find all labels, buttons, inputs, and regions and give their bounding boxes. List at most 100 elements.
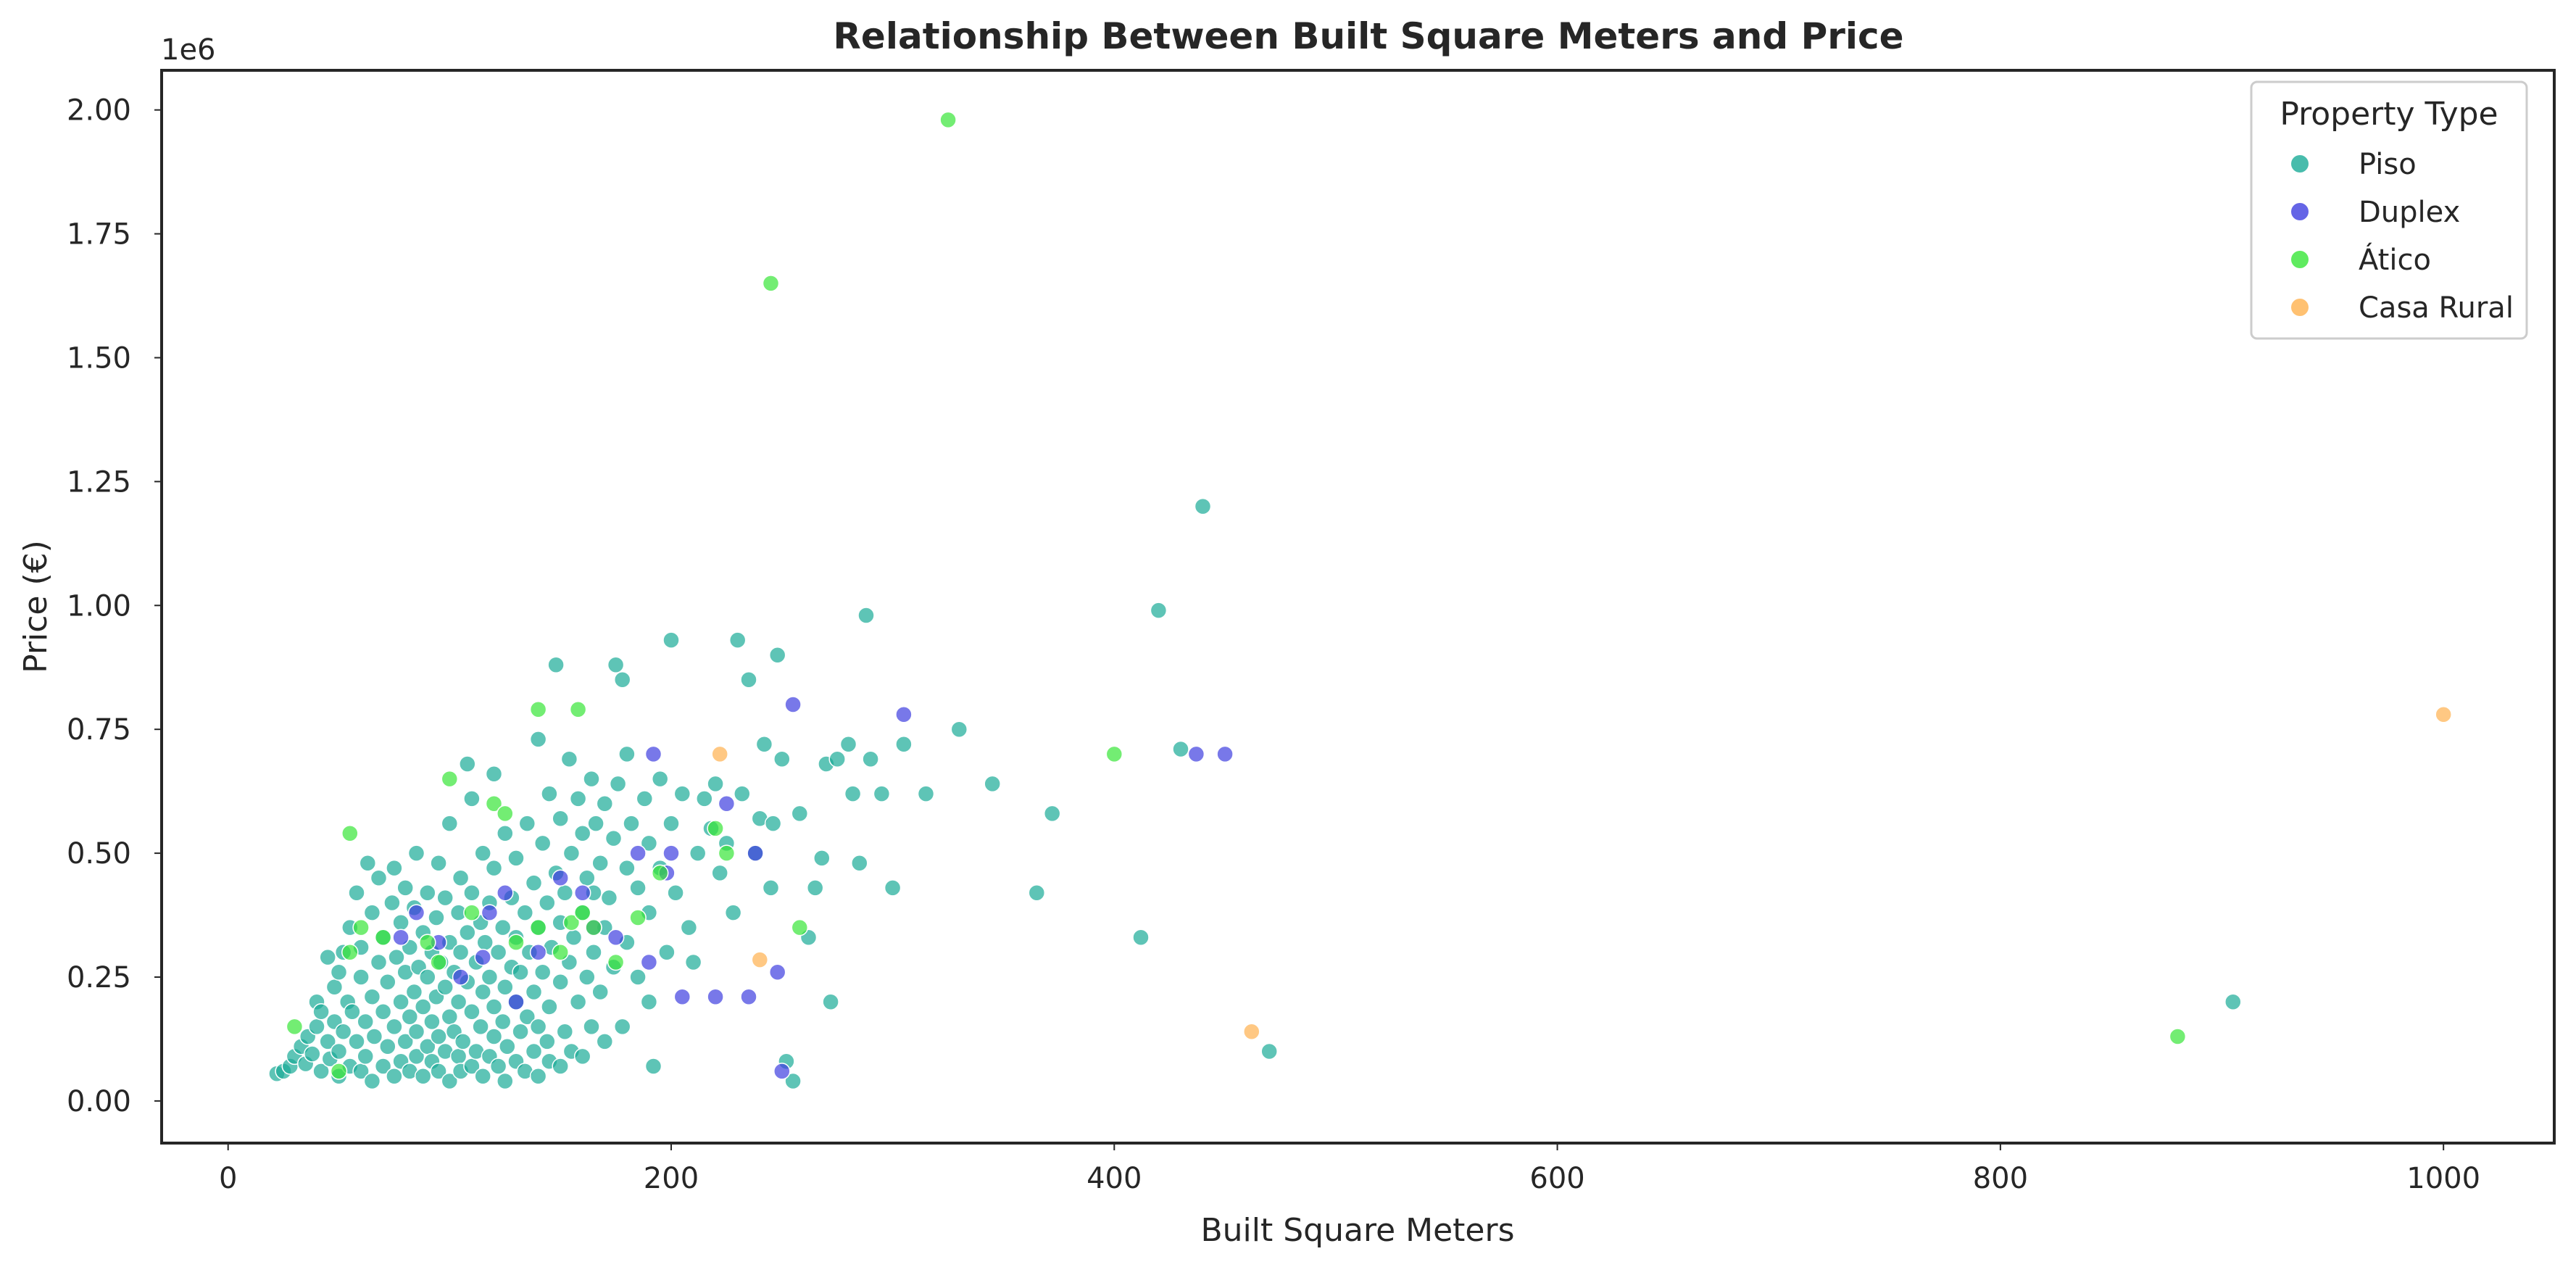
- point-piso: [651, 770, 669, 788]
- point-piso: [556, 1023, 574, 1040]
- legend-title: Property Type: [2280, 96, 2498, 133]
- y-axis-label: Price (€): [17, 540, 54, 673]
- point-piso: [806, 879, 824, 897]
- point-duplex: [607, 929, 625, 947]
- point-piso: [533, 963, 552, 981]
- y-tick-label: 0.75: [67, 713, 131, 747]
- point-piso: [507, 850, 525, 867]
- point-piso: [363, 1072, 381, 1090]
- point-piso: [419, 884, 436, 902]
- point-atico: [286, 1018, 304, 1036]
- point-piso: [312, 1063, 330, 1080]
- point-piso: [436, 978, 454, 996]
- point-piso: [629, 879, 647, 897]
- point-duplex: [392, 929, 410, 947]
- point-piso: [352, 968, 370, 986]
- point-piso: [636, 790, 654, 807]
- legend-label: Ático: [2359, 242, 2431, 277]
- point-atico: [341, 824, 359, 842]
- point-piso: [552, 810, 569, 827]
- point-piso: [489, 1058, 507, 1075]
- point-piso: [454, 1033, 472, 1050]
- point-piso: [392, 993, 410, 1010]
- point-duplex: [895, 705, 913, 723]
- point-piso: [680, 918, 698, 936]
- point-piso: [379, 973, 396, 991]
- point-duplex: [529, 944, 547, 961]
- point-duplex: [552, 869, 569, 887]
- point-piso: [560, 750, 578, 768]
- point-piso: [348, 884, 365, 902]
- x-tick-label: 400: [1087, 1162, 1142, 1195]
- point-piso: [762, 879, 780, 897]
- point-piso: [463, 884, 481, 902]
- point-piso: [813, 850, 831, 867]
- point-piso: [518, 1008, 536, 1026]
- point-atico: [485, 794, 503, 813]
- point-piso: [330, 1042, 348, 1060]
- point-piso: [2224, 993, 2242, 1010]
- point-piso: [472, 1018, 489, 1036]
- point-piso: [618, 745, 636, 763]
- point-piso: [873, 785, 891, 802]
- point-piso: [463, 1003, 481, 1021]
- point-piso: [569, 790, 587, 807]
- point-piso: [547, 656, 565, 674]
- point-piso: [539, 1033, 556, 1050]
- point-piso: [667, 884, 684, 902]
- point-piso: [851, 855, 868, 872]
- point-piso: [392, 914, 410, 931]
- point-piso: [734, 785, 751, 802]
- point-atico: [939, 111, 957, 129]
- point-piso: [308, 1018, 325, 1036]
- point-atico: [507, 934, 525, 951]
- point-atico: [529, 701, 547, 718]
- point-piso: [319, 948, 336, 966]
- point-piso: [525, 1042, 543, 1060]
- point-piso: [525, 874, 543, 892]
- point-piso: [844, 785, 862, 802]
- point-piso: [1260, 1042, 1278, 1060]
- point-piso: [658, 944, 676, 961]
- point-piso: [618, 859, 636, 877]
- y-tick-label: 0.50: [67, 837, 131, 871]
- point-piso: [1132, 929, 1150, 947]
- point-duplex: [644, 745, 662, 763]
- point-piso: [583, 1018, 600, 1036]
- legend: Property Type Piso Duplex Ático Casa Rural: [2250, 80, 2528, 340]
- point-piso: [640, 993, 658, 1010]
- point-piso: [784, 1072, 802, 1090]
- point-duplex: [452, 968, 470, 986]
- point-piso: [539, 894, 556, 912]
- point-piso: [405, 983, 423, 1001]
- point-atico: [2169, 1028, 2187, 1045]
- point-atico: [607, 953, 625, 971]
- point-piso: [578, 869, 596, 887]
- point-atico: [419, 934, 436, 951]
- point-piso: [474, 983, 491, 1001]
- point-piso: [862, 750, 879, 768]
- point-piso: [407, 1047, 425, 1066]
- chart-title: Relationship Between Built Square Meters…: [833, 15, 1903, 57]
- point-piso: [512, 963, 529, 981]
- point-piso: [359, 855, 377, 872]
- point-duplex: [1216, 745, 1234, 763]
- point-piso: [334, 1023, 352, 1040]
- point-piso: [304, 1045, 321, 1063]
- point-piso: [822, 993, 839, 1010]
- point-piso: [984, 775, 1001, 793]
- point-piso: [569, 993, 587, 1010]
- y-tick-label: 1.25: [67, 465, 131, 499]
- point-piso: [452, 869, 470, 887]
- point-piso: [529, 1018, 547, 1036]
- point-piso: [428, 909, 445, 926]
- point-duplex: [718, 794, 736, 813]
- legend-label: Duplex: [2359, 196, 2460, 229]
- point-piso: [485, 765, 503, 783]
- point-atico: [463, 904, 481, 921]
- point-piso: [573, 1047, 591, 1066]
- point-piso: [363, 904, 381, 921]
- point-piso: [357, 1047, 374, 1066]
- point-piso: [950, 720, 968, 738]
- point-piso: [363, 988, 381, 1006]
